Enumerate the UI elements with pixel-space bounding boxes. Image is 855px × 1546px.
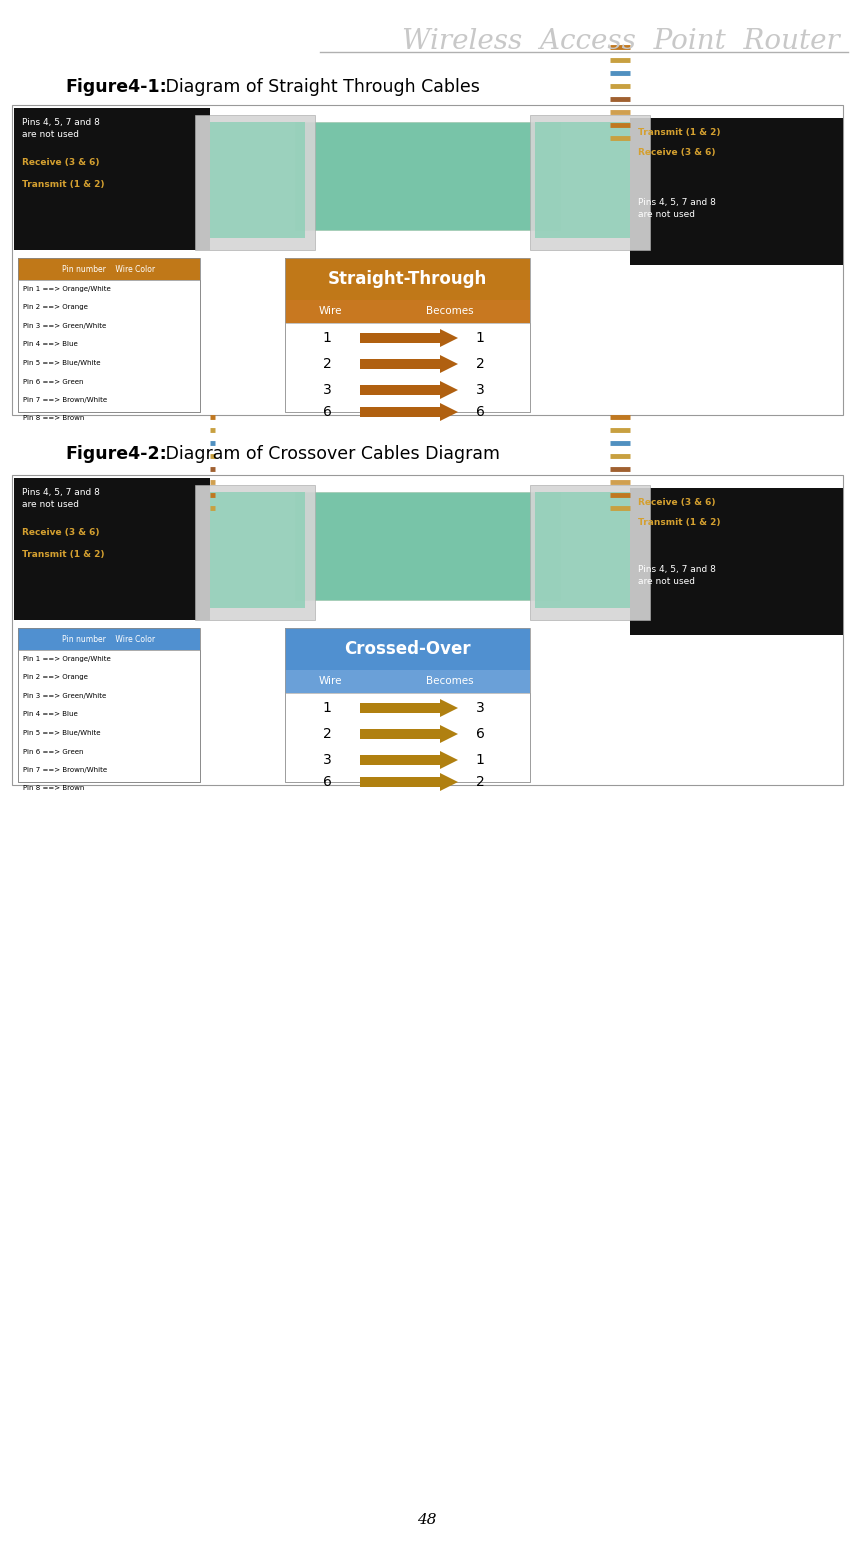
Bar [18,258,200,411]
Text: Transmit (1 & 2): Transmit (1 & 2) [638,128,721,138]
Bar [285,258,530,411]
Bar [285,258,530,300]
Bar [18,649,200,782]
Text: Pin 4 ==> Blue: Pin 4 ==> Blue [23,711,78,717]
Text: Diagram of Straight Through Cables: Diagram of Straight Through Cables [160,77,480,96]
Text: Crossed-Over: Crossed-Over [345,640,471,659]
Text: 3: 3 [475,700,485,714]
Text: Pin 5 ==> Blue/White: Pin 5 ==> Blue/White [23,360,101,366]
Text: Receive (3 & 6): Receive (3 & 6) [638,498,716,507]
Text: Pins 4, 5, 7 and 8
are not used: Pins 4, 5, 7 and 8 are not used [22,489,100,509]
Text: Straight-Through: Straight-Through [327,271,487,288]
Bar [285,628,530,782]
Text: Transmit (1 & 2): Transmit (1 & 2) [638,518,721,527]
Text: Pin 3 ==> Green/White: Pin 3 ==> Green/White [23,693,106,699]
Text: Pin 6 ==> Green: Pin 6 ==> Green [23,748,84,754]
Text: Pin 8 ==> Brown: Pin 8 ==> Brown [23,785,85,792]
FancyArrow shape [360,699,458,717]
Text: 2: 2 [475,357,485,371]
Text: Figure4-2:: Figure4-2: [65,445,167,462]
Text: Transmit (1 & 2): Transmit (1 & 2) [22,179,104,189]
Text: Wireless  Access  Point  Router: Wireless Access Point Router [402,28,840,56]
Bar [530,114,650,250]
Text: Wire: Wire [318,676,342,686]
Text: 1: 1 [475,753,485,767]
Text: 1: 1 [322,700,332,714]
Text: 3: 3 [475,383,485,397]
Bar [285,628,530,669]
Text: Pin 1 ==> Orange/White: Pin 1 ==> Orange/White [23,656,111,662]
Bar [12,475,843,785]
Text: Figure4-1:: Figure4-1: [65,77,167,96]
Text: Pin 7 ==> Brown/White: Pin 7 ==> Brown/White [23,767,107,773]
Bar [195,485,315,620]
FancyArrow shape [360,725,458,744]
FancyArrow shape [360,329,458,346]
Bar [630,117,843,264]
Text: 6: 6 [475,405,485,419]
Text: Pins 4, 5, 7 and 8
are not used: Pins 4, 5, 7 and 8 are not used [638,198,716,220]
Text: Pin 2 ==> Orange: Pin 2 ==> Orange [23,305,88,311]
Text: Pin number    Wire Color: Pin number Wire Color [62,264,156,274]
Text: Receive (3 & 6): Receive (3 & 6) [22,158,99,167]
Text: 1: 1 [322,331,332,345]
Text: Pin 6 ==> Green: Pin 6 ==> Green [23,379,84,385]
Bar [535,492,630,608]
Text: Pins 4, 5, 7 and 8
are not used: Pins 4, 5, 7 and 8 are not used [638,564,716,586]
Bar [18,628,200,782]
Bar [195,114,315,250]
Text: 1: 1 [475,331,485,345]
Text: Becomes: Becomes [426,306,474,315]
Bar [530,485,650,620]
Bar [285,669,530,693]
Text: Pin 4 ==> Blue: Pin 4 ==> Blue [23,342,78,348]
Text: Receive (3 & 6): Receive (3 & 6) [22,529,99,536]
FancyArrow shape [360,380,458,399]
Text: 3: 3 [322,383,332,397]
Text: Pin 3 ==> Green/White: Pin 3 ==> Green/White [23,323,106,329]
Bar [210,492,305,608]
Text: Pin number    Wire Color: Pin number Wire Color [62,634,156,643]
Text: Pin 1 ==> Orange/White: Pin 1 ==> Orange/White [23,286,111,292]
Text: 48: 48 [417,1514,437,1527]
Text: 2: 2 [322,727,332,741]
Text: 6: 6 [475,727,485,741]
FancyArrow shape [360,751,458,768]
FancyArrow shape [360,356,458,373]
Text: Pin 7 ==> Brown/White: Pin 7 ==> Brown/White [23,397,107,404]
Text: Pin 5 ==> Blue/White: Pin 5 ==> Blue/White [23,730,101,736]
FancyArrow shape [360,773,458,792]
Bar [295,492,560,600]
Text: Becomes: Becomes [426,676,474,686]
Bar [295,122,560,230]
Bar [14,108,210,250]
Bar [535,122,630,238]
Text: Diagram of Crossover Cables Diagram: Diagram of Crossover Cables Diagram [160,445,500,462]
Bar [18,258,200,280]
Text: Receive (3 & 6): Receive (3 & 6) [638,148,716,158]
Text: Wire: Wire [318,306,342,315]
Text: Pin 8 ==> Brown: Pin 8 ==> Brown [23,416,85,422]
Text: 2: 2 [322,357,332,371]
Text: 2: 2 [475,775,485,788]
Text: 6: 6 [322,405,332,419]
Text: Pins 4, 5, 7 and 8
are not used: Pins 4, 5, 7 and 8 are not used [22,117,100,139]
Bar [630,489,843,635]
Text: 6: 6 [322,775,332,788]
FancyArrow shape [360,404,458,421]
Text: Pin 2 ==> Orange: Pin 2 ==> Orange [23,674,88,680]
Bar [210,122,305,238]
Bar [285,300,530,323]
Bar [18,280,200,411]
Text: Transmit (1 & 2): Transmit (1 & 2) [22,550,104,560]
Text: 3: 3 [322,753,332,767]
Bar [18,628,200,649]
Bar [285,693,530,782]
Bar [12,105,843,414]
Bar [285,323,530,411]
Bar [14,478,210,620]
